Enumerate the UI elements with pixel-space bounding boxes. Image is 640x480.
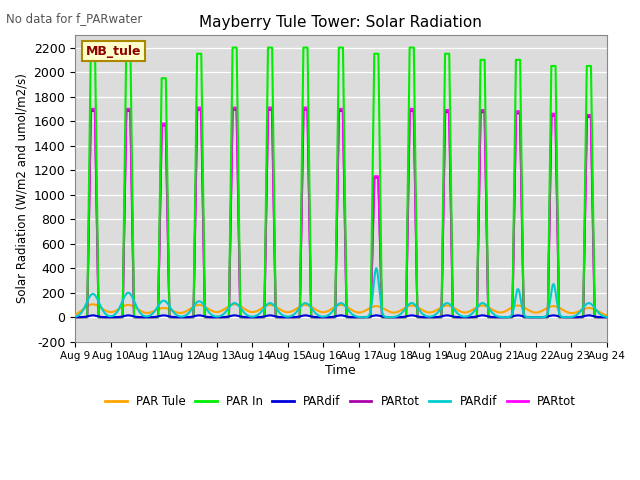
Text: No data for f_PARwater: No data for f_PARwater: [6, 12, 143, 25]
Legend: PAR Tule, PAR In, PARdif, PARtot, PARdif, PARtot: PAR Tule, PAR In, PARdif, PARtot, PARdif…: [100, 391, 581, 413]
Title: Mayberry Tule Tower: Solar Radiation: Mayberry Tule Tower: Solar Radiation: [200, 15, 483, 30]
Text: MB_tule: MB_tule: [86, 45, 141, 58]
Y-axis label: Solar Radiation (W/m2 and umol/m2/s): Solar Radiation (W/m2 and umol/m2/s): [15, 73, 28, 303]
X-axis label: Time: Time: [326, 364, 356, 377]
